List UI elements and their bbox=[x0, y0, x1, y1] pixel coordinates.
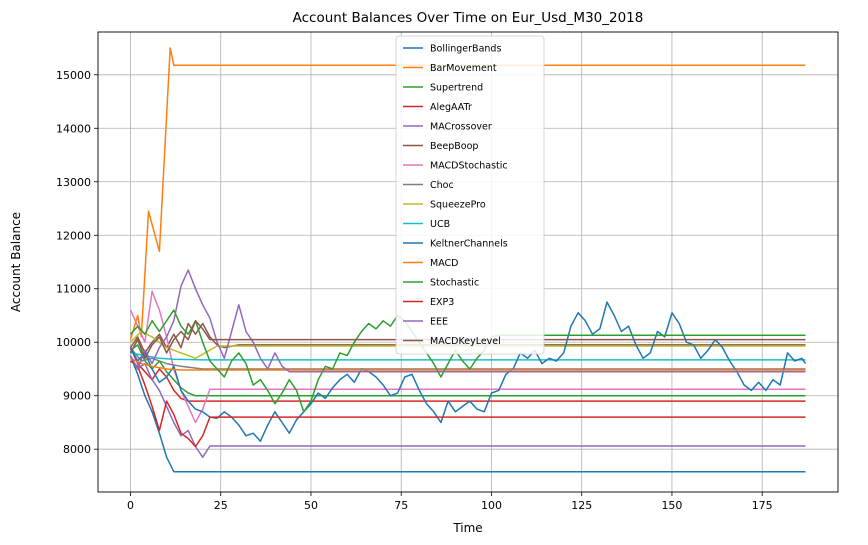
y-tick-label: 9000 bbox=[63, 390, 91, 403]
x-axis-label: Time bbox=[452, 521, 482, 535]
series-line-eee bbox=[129, 269, 806, 373]
y-tick-label: 12000 bbox=[56, 229, 91, 242]
series-line-macrossover bbox=[129, 355, 806, 458]
legend: BollingerBands BarMovement Supertrend AlegA… bbox=[395, 35, 545, 355]
x-tick-label: 150 bbox=[661, 499, 682, 512]
legend-label-macdstochastic: MACDStochastic bbox=[430, 161, 508, 172]
y-axis-label: Account Balance bbox=[9, 212, 23, 312]
legend-label-keltnerchannels: KeltnerChannels bbox=[430, 239, 508, 250]
y-tick-label: 10000 bbox=[56, 336, 91, 349]
legend-label-macdkeylevel: MACDKeyLevel bbox=[430, 336, 501, 347]
legend-label-barmovement: BarMovement bbox=[430, 63, 497, 74]
series-line-keltnerchannels bbox=[129, 301, 807, 442]
chart-title: Account Balances Over Time on Eur_Usd_M3… bbox=[293, 10, 644, 26]
axis-ticks: 0 25 50 75 100 125 150 175 8000 9000 10000 11000 120… bbox=[56, 69, 773, 512]
legend-label-choc: Choc bbox=[430, 180, 454, 191]
x-tick-label: 125 bbox=[571, 499, 592, 512]
series-line-exp3 bbox=[130, 360, 806, 448]
legend-label-beepboop: BeepBoop bbox=[430, 141, 478, 152]
y-tick-label: 8000 bbox=[63, 443, 91, 456]
x-tick-label: 75 bbox=[394, 499, 408, 512]
legend-label-ucb: UCB bbox=[430, 219, 450, 230]
x-tick-label: 100 bbox=[481, 499, 502, 512]
x-tick-label: 25 bbox=[214, 499, 228, 512]
legend-label-alegaatr: AlegAATr bbox=[430, 102, 472, 113]
x-tick-label: 0 bbox=[127, 499, 134, 512]
legend-label-bollingerbands: BollingerBands bbox=[430, 44, 501, 55]
y-tick-label: 14000 bbox=[56, 122, 91, 135]
legend-label-exp3: EXP3 bbox=[430, 297, 454, 308]
y-tick-label: 15000 bbox=[56, 69, 91, 82]
y-tick-label: 11000 bbox=[56, 283, 91, 296]
legend-label-macrossover: MACrossover bbox=[430, 122, 492, 133]
legend-label-squeezepro: SqueezePro bbox=[430, 200, 486, 211]
legend-label-eee: EEE bbox=[430, 317, 448, 328]
legend-label-supertrend: Supertrend bbox=[430, 83, 483, 94]
series-line-macd bbox=[130, 357, 806, 371]
x-tick-label: 50 bbox=[304, 499, 318, 512]
y-tick-label: 13000 bbox=[56, 176, 91, 189]
plot-area-frame bbox=[97, 31, 839, 493]
legend-label-macd: MACD bbox=[430, 258, 458, 269]
series-line-bollingerbands bbox=[129, 355, 806, 473]
legend-box bbox=[395, 35, 545, 355]
legend-label-stochastic: Stochastic bbox=[430, 278, 479, 289]
x-tick-label: 175 bbox=[752, 499, 773, 512]
series-line-barmovement bbox=[129, 47, 806, 340]
series-line-macdkeylevel bbox=[129, 320, 806, 360]
series-lines bbox=[129, 47, 807, 473]
series-line-supertrend bbox=[130, 344, 806, 397]
